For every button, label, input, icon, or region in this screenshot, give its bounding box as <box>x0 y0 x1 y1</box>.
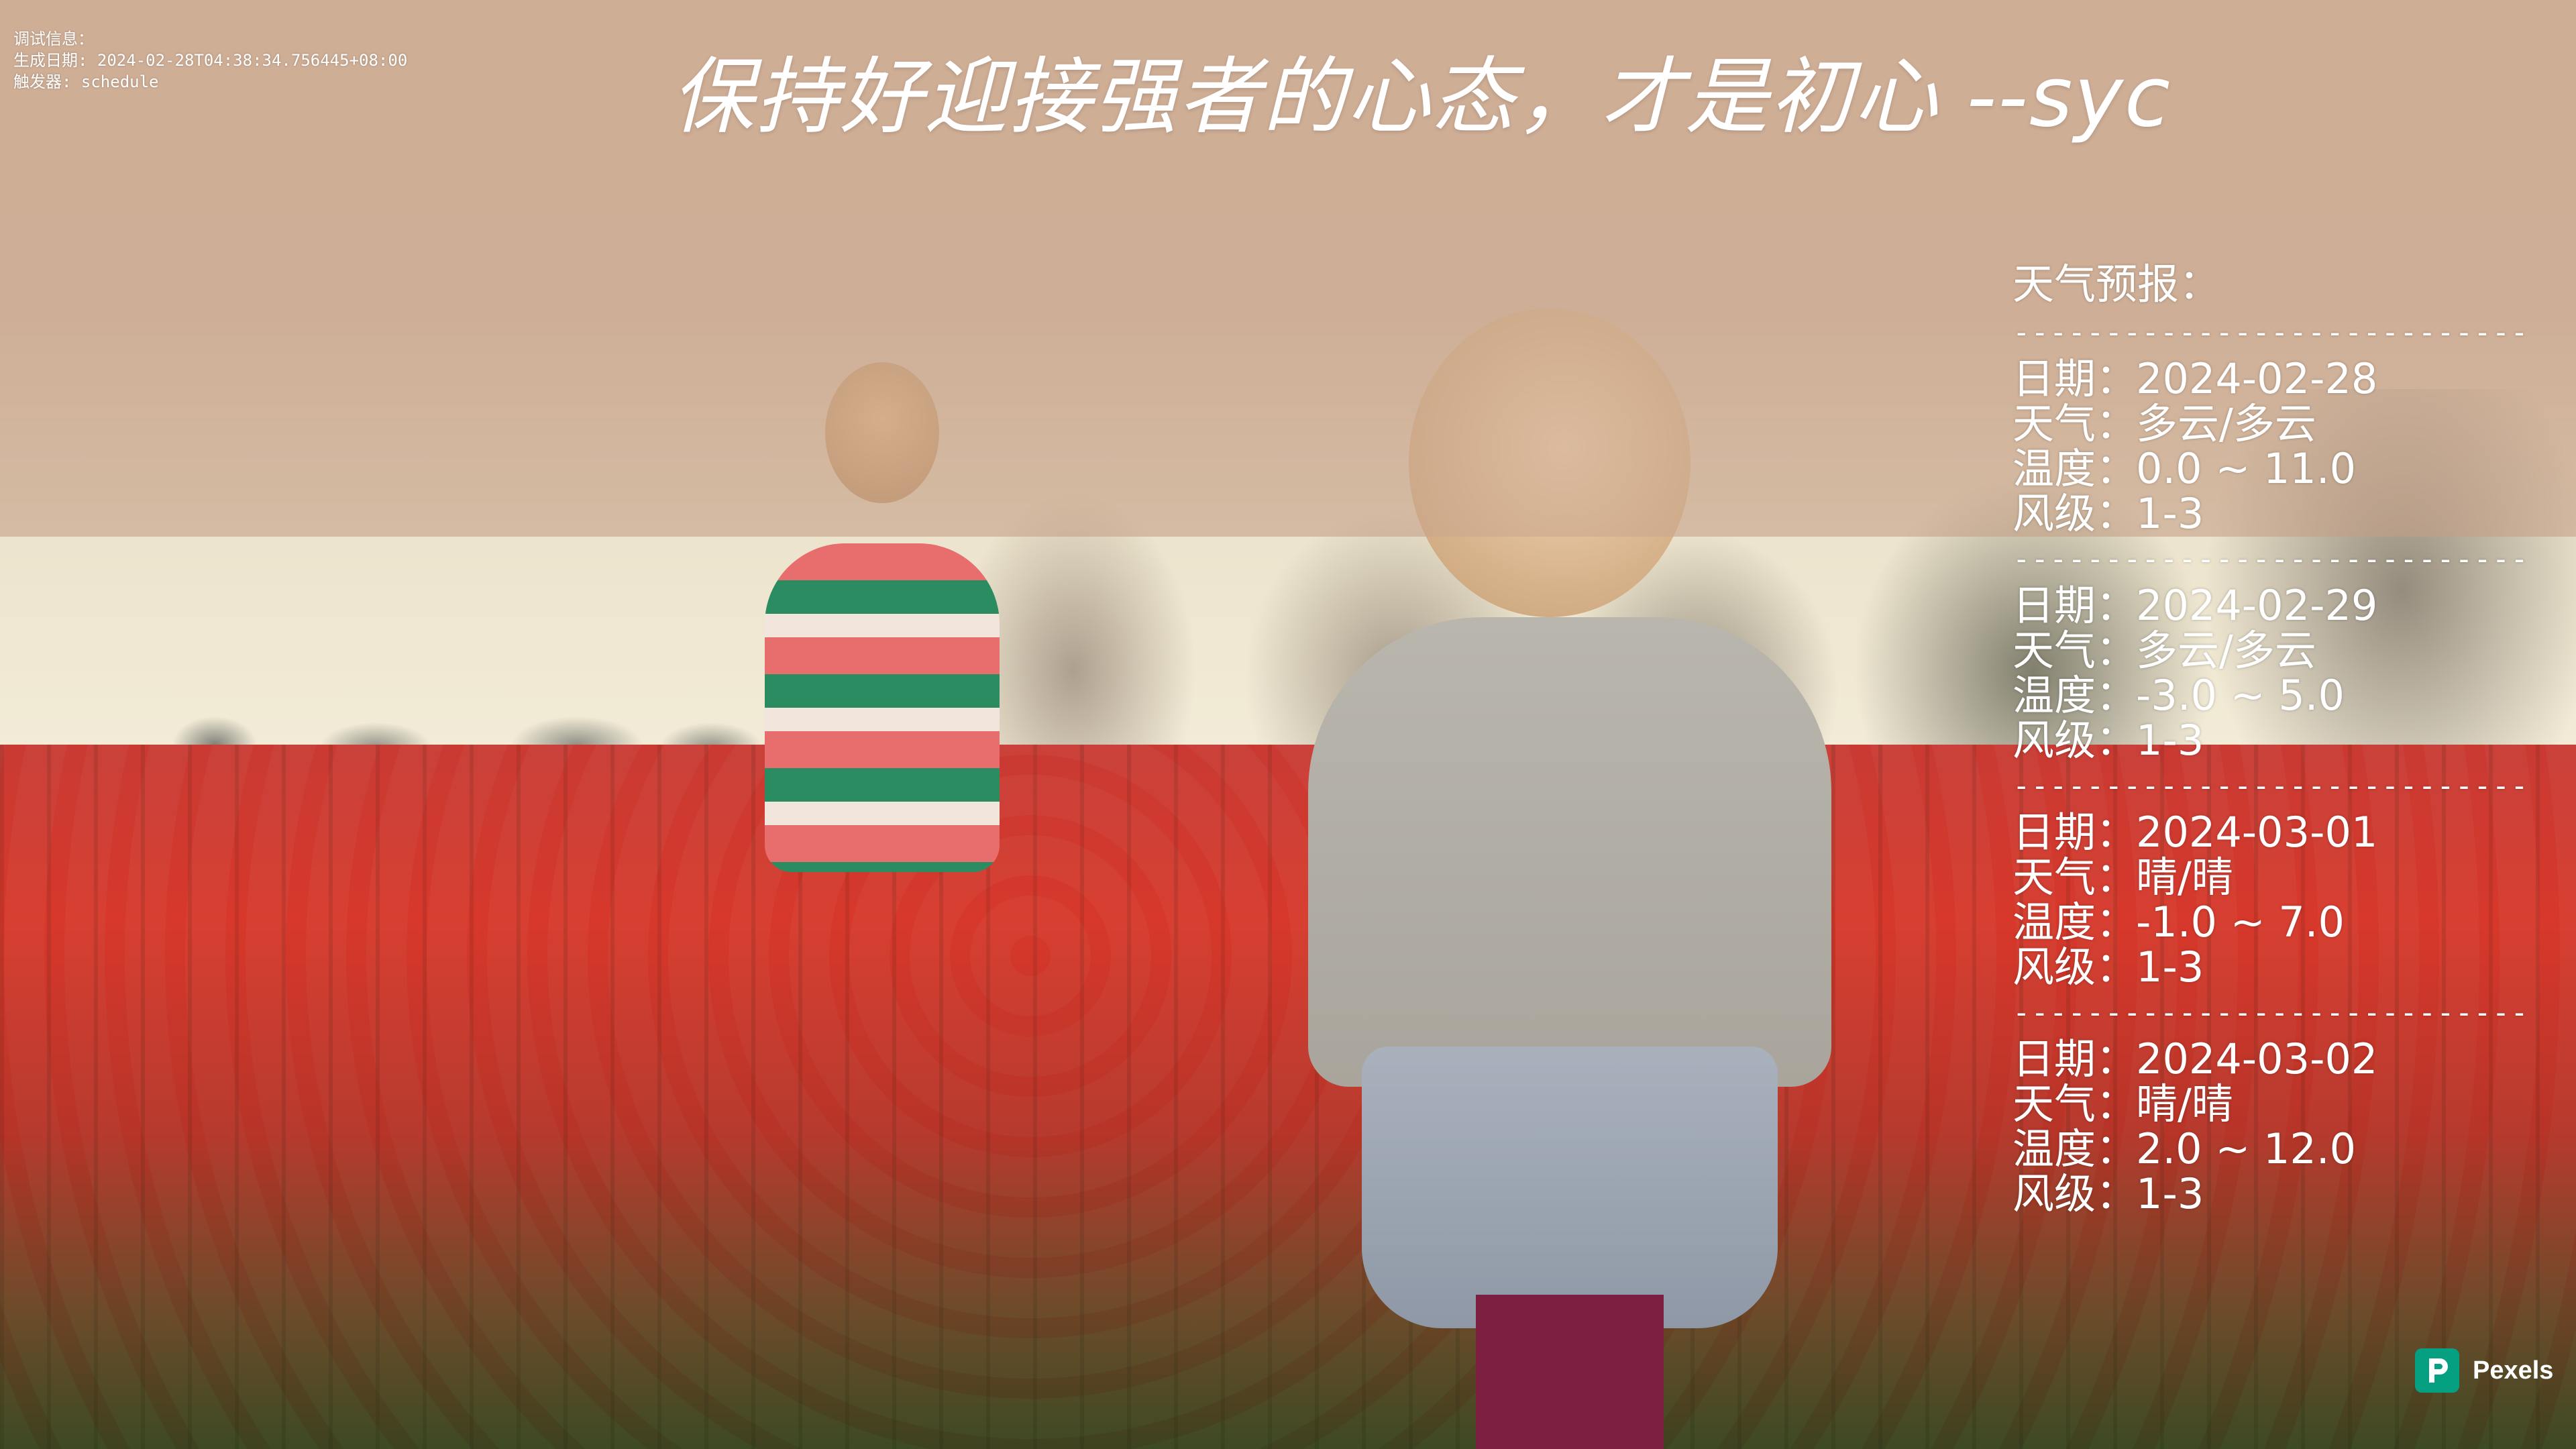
weather-wind-value: 1-3 <box>2136 489 2204 538</box>
weather-temp-label: 温度 <box>2012 898 2096 947</box>
weather-colon: ： <box>2096 716 2138 765</box>
background-child-right-legs <box>1476 1295 1664 1449</box>
weather-condition-value: 晴/晴 <box>2136 853 2233 902</box>
weather-wind-row: 风级：1-3 <box>2012 718 2529 763</box>
background-child-left-shirt <box>765 543 1000 872</box>
weather-separator: ---------------------------- <box>2012 315 2529 350</box>
weather-date-row: 日期：2024-03-02 <box>2012 1036 2529 1081</box>
weather-colon: ： <box>2096 581 2138 630</box>
weather-day: 日期：2024-03-02 天气：晴/晴 温度：2.0 ~ 12.0 风级：1-… <box>2012 1036 2529 1216</box>
weather-wind-row: 风级：1-3 <box>2012 1171 2529 1216</box>
weather-colon: ： <box>2096 354 2138 403</box>
weather-temp-label: 温度 <box>2012 1124 2096 1173</box>
weather-colon: ： <box>2096 671 2138 720</box>
weather-temp-value: 0.0 ~ 11.0 <box>2136 444 2357 493</box>
weather-wind-row: 风级：1-3 <box>2012 491 2529 536</box>
weather-colon: ： <box>2096 898 2138 947</box>
weather-condition-row: 天气：晴/晴 <box>2012 1081 2529 1126</box>
weather-condition-label: 天气 <box>2012 626 2096 675</box>
weather-condition-label: 天气 <box>2012 399 2096 448</box>
weather-separator: ---------------------------- <box>2012 996 2529 1030</box>
weather-date-value: 2024-02-28 <box>2136 354 2378 403</box>
weather-wind-value: 1-3 <box>2136 1169 2204 1218</box>
weather-heading: 天气预报： <box>2012 260 2221 309</box>
weather-wind-label: 风级 <box>2012 489 2096 538</box>
weather-separator: ---------------------------- <box>2012 542 2529 576</box>
weather-colon: ： <box>2096 943 2138 991</box>
quote-text: 保持好迎接强者的心态，才是初心 --syc <box>671 49 2172 146</box>
weather-condition-value: 晴/晴 <box>2136 1079 2233 1128</box>
weather-wind-label: 风级 <box>2012 943 2096 991</box>
weather-colon: ： <box>2096 853 2138 902</box>
weather-colon: ： <box>2096 808 2138 857</box>
weather-temp-row: 温度：2.0 ~ 12.0 <box>2012 1126 2529 1171</box>
weather-date-label: 日期 <box>2012 354 2096 403</box>
weather-date-label: 日期 <box>2012 1034 2096 1083</box>
weather-colon: ： <box>2096 444 2138 493</box>
debug-line-trigger: 触发器: schedule <box>13 72 159 91</box>
weather-colon: ： <box>2096 1169 2138 1218</box>
weather-temp-row: 温度：-1.0 ~ 7.0 <box>2012 900 2529 945</box>
weather-condition-row: 天气：多云/多云 <box>2012 401 2529 446</box>
weather-date-label: 日期 <box>2012 581 2096 630</box>
pexels-label: Pexels <box>2473 1356 2554 1385</box>
weather-temp-row: 温度：-3.0 ~ 5.0 <box>2012 673 2529 718</box>
weather-condition-row: 天气：多云/多云 <box>2012 628 2529 673</box>
weather-colon: ： <box>2096 626 2138 675</box>
weather-forecast: 天气预报： ---------------------------- 日期：20… <box>2012 262 2529 1216</box>
weather-wind-label: 风级 <box>2012 1169 2096 1218</box>
weather-temp-value: -1.0 ~ 7.0 <box>2136 898 2345 947</box>
weather-temp-row: 温度：0.0 ~ 11.0 <box>2012 446 2529 491</box>
weather-day: 日期：2024-03-01 天气：晴/晴 温度：-1.0 ~ 7.0 风级：1-… <box>2012 810 2529 989</box>
weather-date-label: 日期 <box>2012 808 2096 857</box>
background-field-texture <box>0 745 2576 1449</box>
background-child-right-cardigan <box>1308 617 1831 1087</box>
weather-colon: ： <box>2096 1124 2138 1173</box>
weather-condition-value: 多云/多云 <box>2136 399 2316 448</box>
weather-date-value: 2024-02-29 <box>2136 581 2378 630</box>
pexels-logo-glyph <box>2429 1358 2448 1383</box>
debug-line-title: 调试信息： <box>13 30 94 48</box>
weather-colon: ： <box>2096 399 2138 448</box>
weather-wind-value: 1-3 <box>2136 716 2204 765</box>
weather-colon: ： <box>2096 1079 2138 1128</box>
weather-date-row: 日期：2024-02-29 <box>2012 583 2529 628</box>
weather-date-value: 2024-03-02 <box>2136 1034 2378 1083</box>
background-child-right-dress <box>1362 1046 1778 1328</box>
weather-day: 日期：2024-02-29 天气：多云/多云 温度：-3.0 ~ 5.0 风级：… <box>2012 583 2529 763</box>
weather-temp-value: 2.0 ~ 12.0 <box>2136 1124 2357 1173</box>
weather-colon: ： <box>2096 1034 2138 1083</box>
weather-separator: ---------------------------- <box>2012 769 2529 803</box>
background-top-tint <box>0 0 2576 537</box>
weather-temp-label: 温度 <box>2012 444 2096 493</box>
weather-condition-label: 天气 <box>2012 1079 2096 1128</box>
weather-wind-value: 1-3 <box>2136 943 2204 991</box>
weather-condition-value: 多云/多云 <box>2136 626 2316 675</box>
weather-date-row: 日期：2024-03-01 <box>2012 810 2529 855</box>
weather-wind-row: 风级：1-3 <box>2012 945 2529 989</box>
weather-date-value: 2024-03-01 <box>2136 808 2378 857</box>
weather-temp-label: 温度 <box>2012 671 2096 720</box>
weather-date-row: 日期：2024-02-28 <box>2012 356 2529 401</box>
weather-condition-row: 天气：晴/晴 <box>2012 855 2529 900</box>
background-tulip-field <box>0 745 2576 1449</box>
weather-wind-label: 风级 <box>2012 716 2096 765</box>
weather-condition-label: 天气 <box>2012 853 2096 902</box>
pexels-watermark: Pexels <box>2415 1348 2553 1393</box>
pexels-logo-icon <box>2415 1348 2459 1393</box>
weather-temp-value: -3.0 ~ 5.0 <box>2136 671 2345 720</box>
debug-line-date: 生成日期: 2024-02-28T04:38:34.756445+08:00 <box>13 51 408 70</box>
weather-colon: ： <box>2096 489 2138 538</box>
weather-day: 日期：2024-02-28 天气：多云/多云 温度：0.0 ~ 11.0 风级：… <box>2012 356 2529 536</box>
debug-info: 调试信息： 生成日期: 2024-02-28T04:38:34.756445+0… <box>13 28 407 93</box>
